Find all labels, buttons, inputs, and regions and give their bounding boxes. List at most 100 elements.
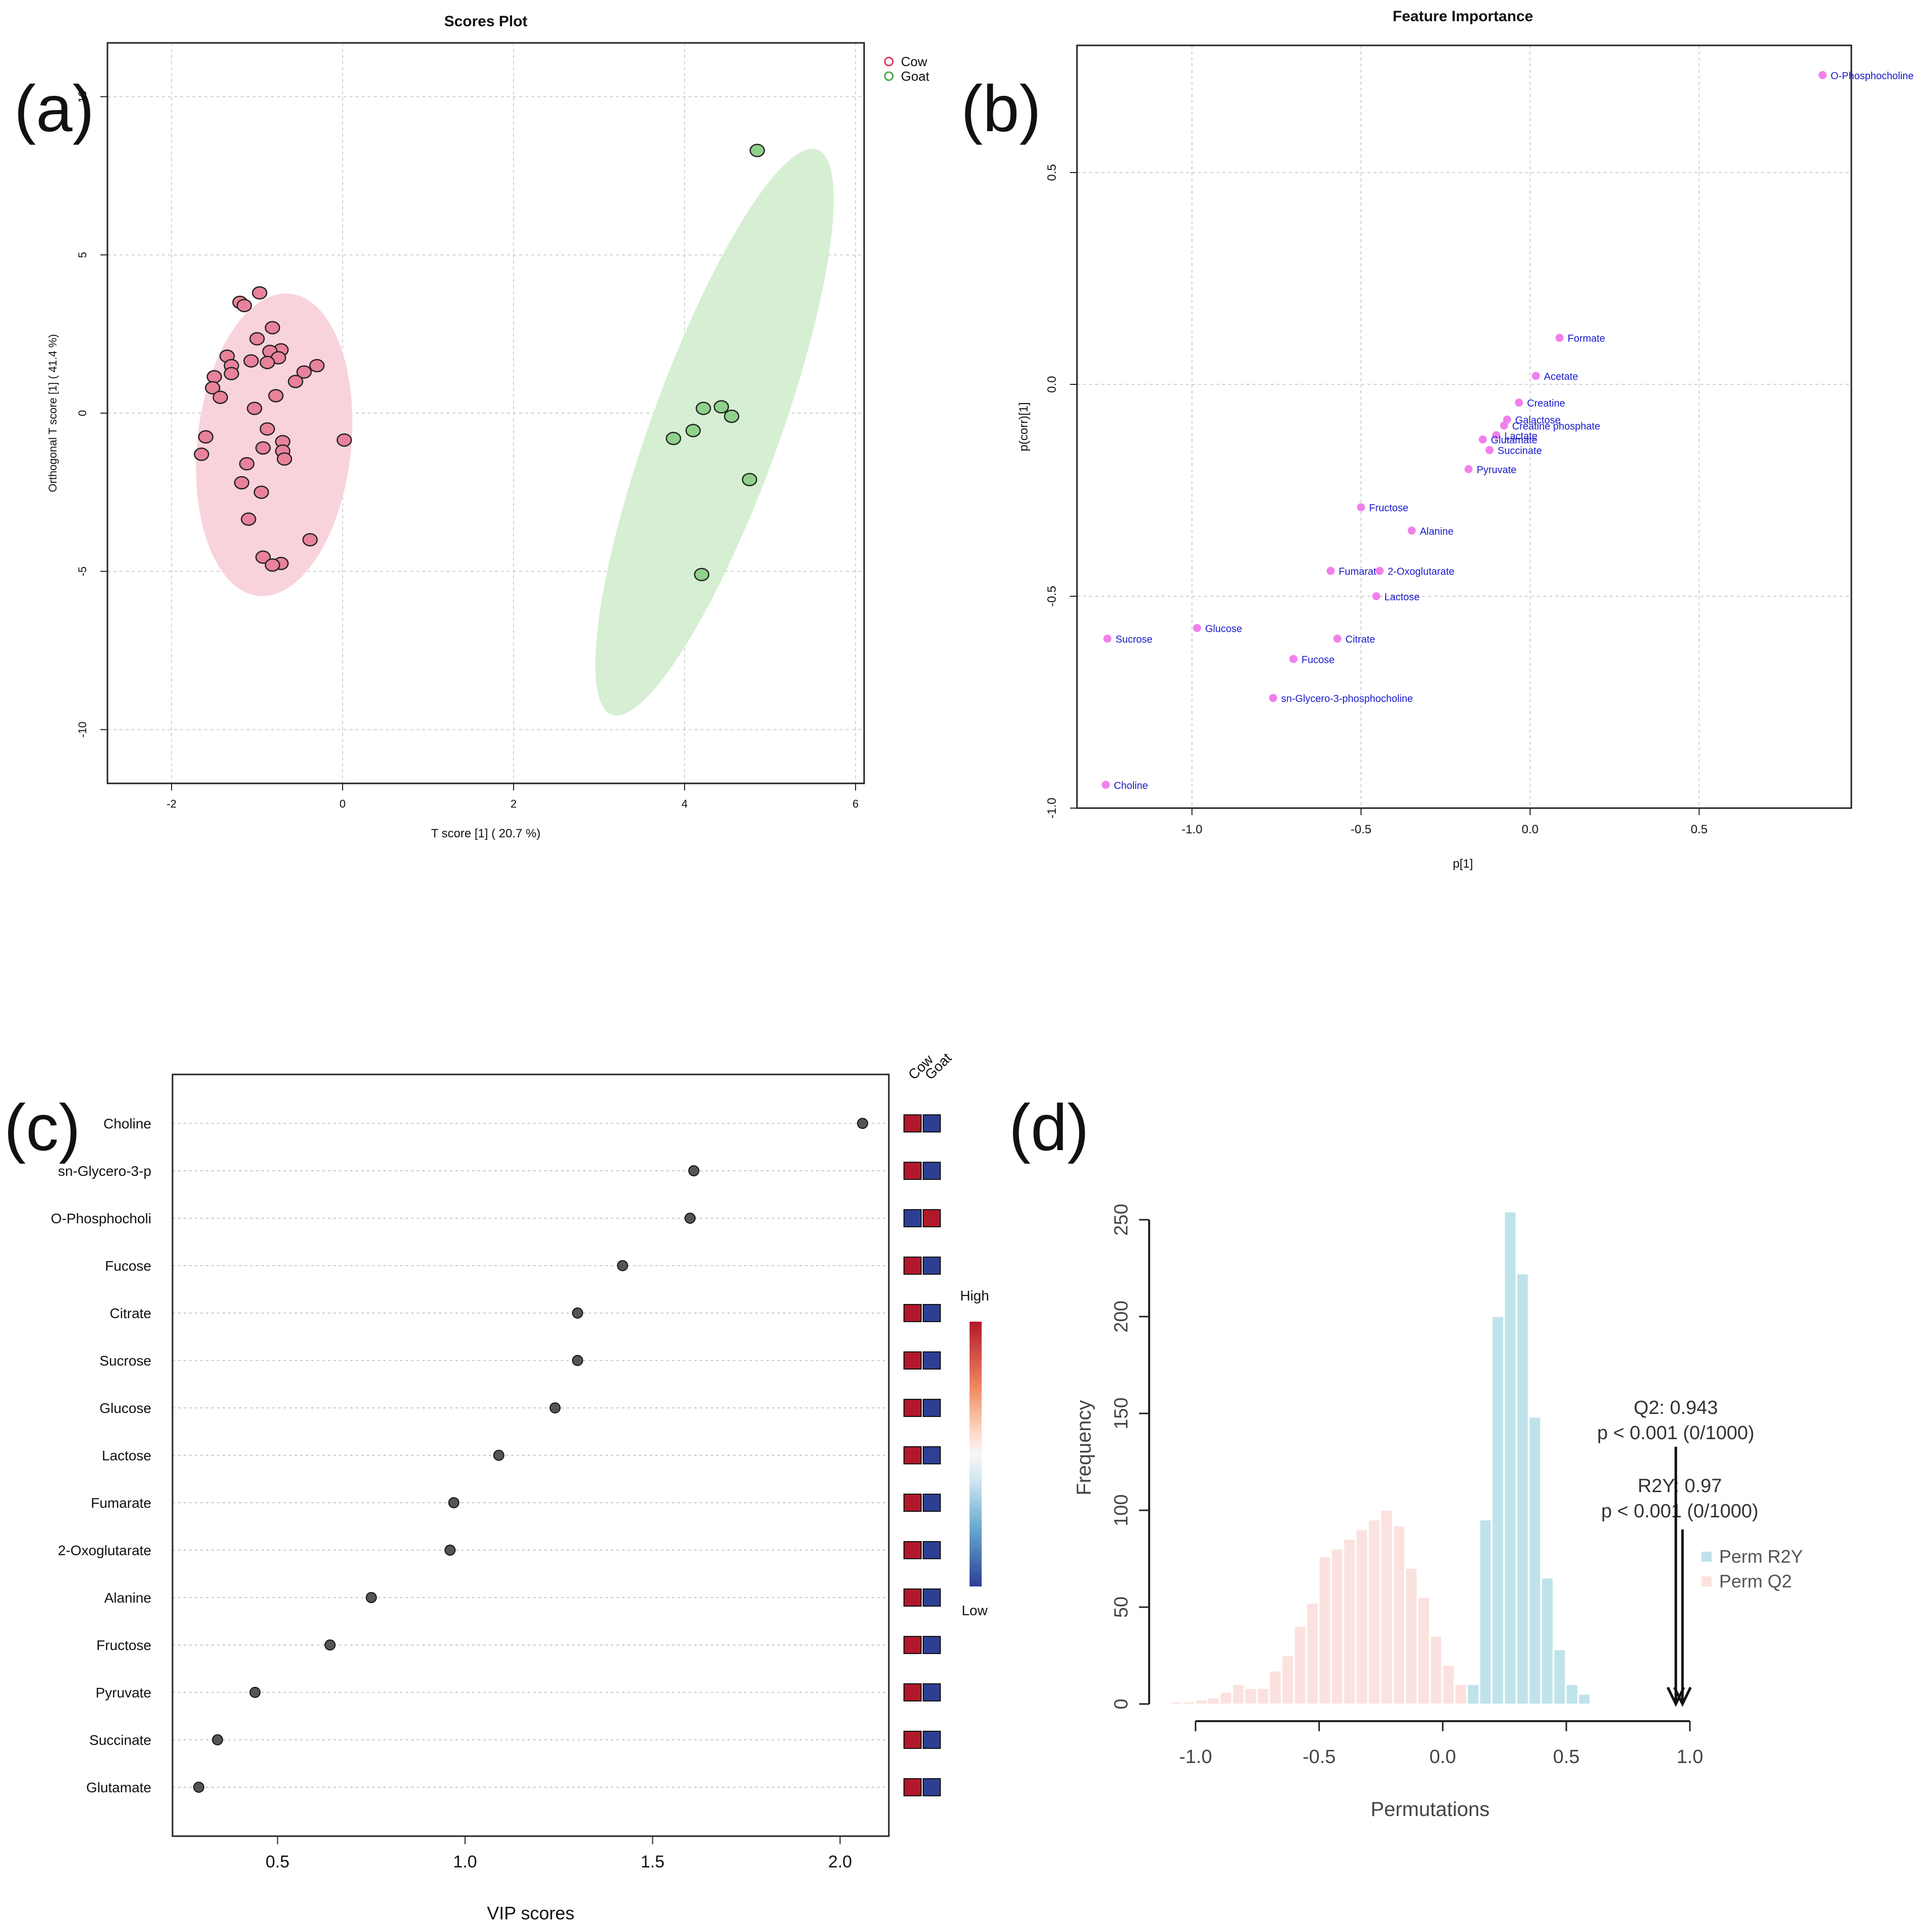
score-point-cow xyxy=(198,430,214,444)
vip-point xyxy=(324,1639,336,1651)
feature-label: Creatine xyxy=(1527,398,1565,409)
heat-cell-goat xyxy=(923,1731,941,1749)
heat-cell-goat xyxy=(923,1541,941,1559)
r2y-bar xyxy=(1566,1684,1578,1704)
panel-label-a: (a) xyxy=(14,72,94,145)
q2-bar xyxy=(1195,1699,1208,1704)
x-tick-label: 1.0 xyxy=(453,1852,477,1871)
score-point-cow xyxy=(205,381,220,395)
y-tick-label: 250 xyxy=(1111,1204,1132,1235)
score-point-cow xyxy=(309,359,325,373)
r2y-arrow-head xyxy=(1673,1686,1692,1707)
score-point-cow xyxy=(264,321,280,334)
q2-bar xyxy=(1331,1549,1343,1704)
x-tick-label: 0.0 xyxy=(1430,1746,1456,1768)
vip-point xyxy=(193,1782,205,1793)
heat-cell-cow xyxy=(903,1446,922,1464)
heat-cell-cow xyxy=(903,1636,922,1654)
vip-point xyxy=(572,1355,583,1366)
legend-q2-swatch xyxy=(1702,1576,1712,1586)
metabolite-label: Sucrose xyxy=(99,1353,151,1369)
heat-cell-cow xyxy=(903,1778,922,1796)
score-point-cow xyxy=(268,389,284,403)
x-tick-label: 4 xyxy=(682,798,688,810)
colorbar-high-label: High xyxy=(960,1288,989,1303)
scores-plot-y-axis: -10 -5 0 5 10 xyxy=(76,90,107,737)
permutation-legend: Perm R2Y Perm Q2 xyxy=(1702,1546,1803,1592)
feature-label: Alanine xyxy=(1420,526,1454,537)
vip-point xyxy=(572,1308,583,1319)
r2y-annotation-pvalue: p < 0.001 (0/1000) xyxy=(1601,1501,1759,1522)
vip-point xyxy=(444,1545,456,1556)
score-point-cow xyxy=(206,370,222,384)
y-tick-label: -1.0 xyxy=(1045,798,1059,818)
heat-cell-goat xyxy=(923,1162,941,1180)
score-point-cow xyxy=(259,356,275,369)
scores-plot-x-axis: -2 0 2 4 6 xyxy=(166,783,859,810)
r2y-bar xyxy=(1578,1694,1591,1704)
feature-label: Sucrose xyxy=(1115,634,1152,645)
panel-label-b: (b) xyxy=(961,72,1041,145)
q2-annotation-label: Q2: 0.943 xyxy=(1634,1397,1718,1418)
score-point-cow xyxy=(264,558,280,572)
permutation-histogram xyxy=(1170,1211,1591,1704)
legend-goat-marker xyxy=(884,71,894,81)
vip-grid xyxy=(173,1123,889,1788)
metabolite-label: Glutamate xyxy=(86,1780,151,1795)
x-tick-label: -1.0 xyxy=(1179,1746,1212,1768)
y-tick-label: -0.5 xyxy=(1045,586,1059,606)
score-point-cow xyxy=(276,452,293,466)
vip-point xyxy=(549,1402,561,1413)
permutation-panel: -1.0 -0.5 0.0 0.5 1.0 0 50 100 150 200 250 Permut… xyxy=(1073,1204,1803,1821)
q2-bar xyxy=(1220,1692,1232,1704)
q2-arrow-head xyxy=(1666,1686,1685,1707)
y-tick-label: 200 xyxy=(1111,1300,1132,1332)
score-point-cow xyxy=(212,390,228,404)
score-point-goat xyxy=(694,567,710,582)
heat-cell-goat xyxy=(923,1494,941,1512)
r2y-bar xyxy=(1528,1416,1541,1704)
scores-plot-points xyxy=(194,144,765,582)
feature-label: Citrate xyxy=(1345,634,1375,645)
feature-point xyxy=(1357,503,1366,512)
y-tick-label: 100 xyxy=(1111,1494,1132,1526)
permutation-y-axis: 0 50 100 150 200 250 xyxy=(1111,1204,1150,1710)
q2-bar xyxy=(1405,1568,1417,1704)
score-point-cow xyxy=(241,512,256,526)
y-tick-label: 0.5 xyxy=(1045,164,1059,181)
feature-importance-points: O-Phosphocholine Formate Acetate Creatine Ga… xyxy=(1101,71,1914,791)
heat-cell-cow xyxy=(903,1399,922,1417)
feature-point xyxy=(1492,431,1501,439)
x-tick-label: -0.5 xyxy=(1302,1746,1335,1768)
q2-bar xyxy=(1294,1626,1307,1704)
r2y-annotation-label: R2Y: 0.97 xyxy=(1638,1475,1722,1497)
vip-x-label: VIP scores xyxy=(487,1903,574,1923)
heat-cell-cow xyxy=(903,1209,922,1227)
feature-label: Creatine phosphate xyxy=(1512,421,1601,432)
metabolite-label: O-Phosphocholi xyxy=(51,1211,151,1226)
vip-point xyxy=(249,1687,261,1698)
feature-label: Acetate xyxy=(1544,371,1578,382)
score-point-cow xyxy=(194,447,209,461)
score-point-cow xyxy=(259,422,275,436)
feature-importance-title: Feature Importance xyxy=(1393,8,1533,25)
metabolite-label: Glucose xyxy=(99,1400,151,1416)
vip-x-axis: 0.5 1.0 1.5 2.0 xyxy=(266,1836,852,1871)
q2-annotation-pvalue: p < 0.001 (0/1000) xyxy=(1597,1423,1754,1444)
feature-importance-y-label: p(corr)[1] xyxy=(1017,402,1031,451)
vip-point xyxy=(857,1118,868,1129)
q2-bar xyxy=(1454,1684,1467,1704)
q2-bar xyxy=(1380,1510,1393,1704)
score-point-cow xyxy=(255,550,271,564)
legend-goat-label: Goat xyxy=(901,69,930,84)
feature-importance-grid xyxy=(1077,45,1851,809)
heat-cell-goat xyxy=(923,1257,941,1275)
y-tick-label: 0 xyxy=(1111,1698,1132,1709)
x-tick-label: 0.5 xyxy=(1553,1746,1580,1768)
feature-label: Glutamate xyxy=(1491,435,1537,446)
heat-cell-cow xyxy=(903,1114,922,1132)
feature-point xyxy=(1193,624,1201,632)
scores-plot-legend: Cow Goat xyxy=(884,54,930,84)
heat-cell-goat xyxy=(923,1446,941,1464)
x-tick-label: 0.5 xyxy=(266,1852,290,1871)
